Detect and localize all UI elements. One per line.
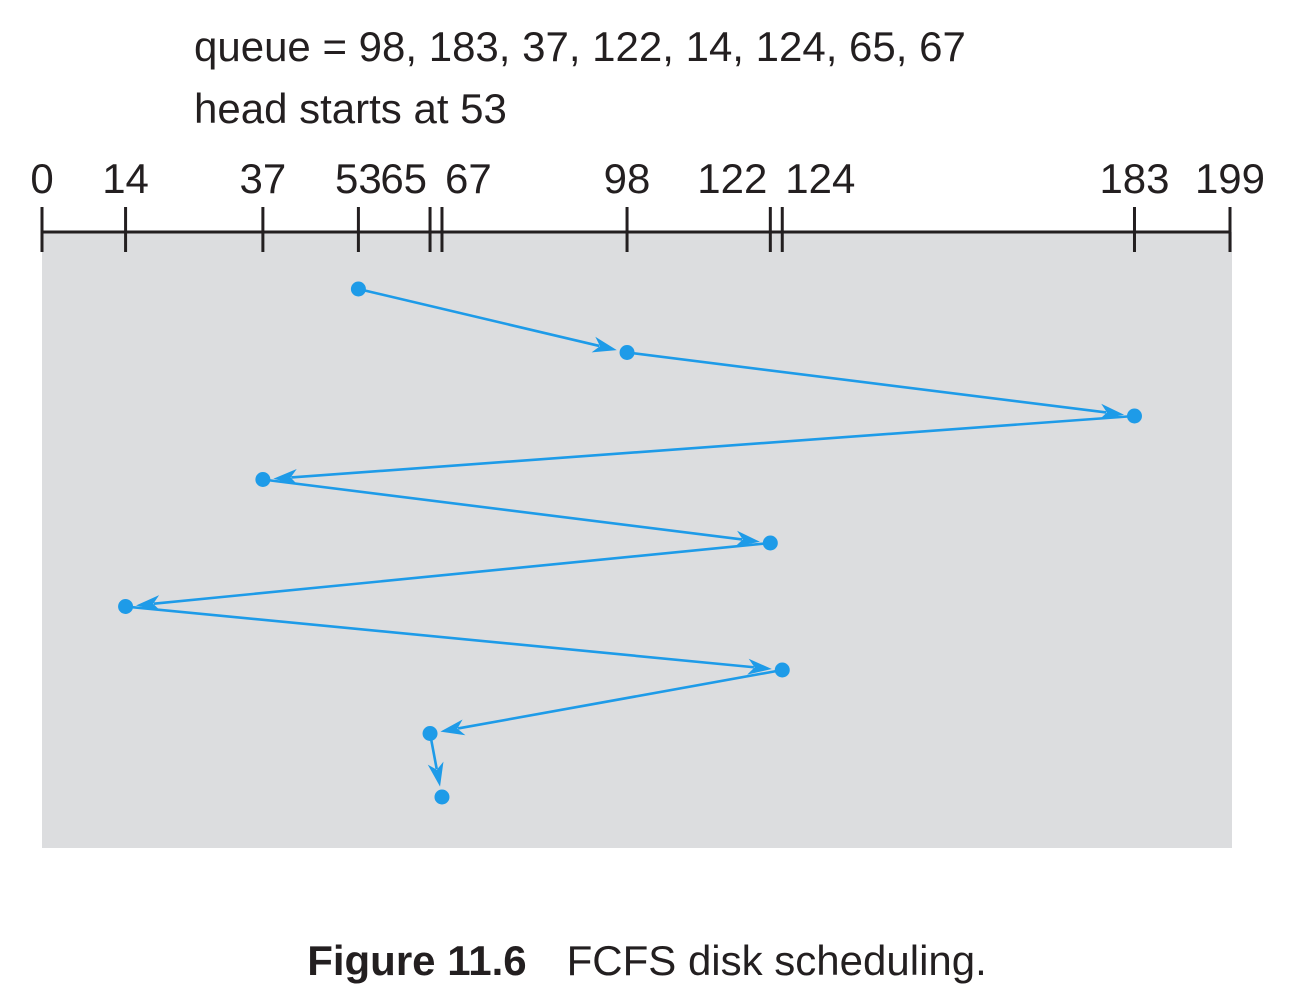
request-point [762,535,778,551]
movement-segment [262,478,743,541]
cylinder-panel [42,232,1232,848]
tick-label: 0 [30,155,53,202]
request-points [118,281,1142,805]
arrowhead [440,719,466,736]
tick-label: 53 [335,155,382,202]
arrowhead [1099,403,1125,420]
tick-label: 67 [445,155,492,202]
tick-label: 124 [785,155,855,202]
movement-segment [626,351,1107,414]
arrowhead [747,658,772,675]
head-start-text: head starts at 53 [194,85,507,132]
arrowhead [427,761,444,787]
arrowhead [273,469,298,485]
queue-text: queue = 98, 183, 37, 122, 14, 124, 65, 6… [194,23,966,70]
movement-segment [153,541,771,606]
request-point [434,789,450,805]
figure-caption: Figure 11.6 FCFS disk scheduling. [0,940,1294,982]
head-start-point [350,281,366,297]
request-point [422,726,438,741]
tick-label: 199 [1195,155,1265,202]
tick-label: 14 [102,155,149,202]
movement-segment [358,287,600,348]
tick-label: 37 [240,155,287,202]
tick-label: 65 [380,155,427,202]
movement-segment [125,605,755,669]
tick-label: 122 [697,155,767,202]
arrowhead [735,530,760,547]
tick-label: 98 [604,155,651,202]
request-point [255,472,271,487]
figure-number: Figure 11.6 [307,937,527,984]
arrowhead [136,595,161,612]
arrowhead [591,336,617,353]
request-point [619,345,635,360]
movement-segment [291,414,1135,479]
tick-label: 183 [1099,155,1169,202]
head-movement-path [125,287,1135,787]
request-point [118,599,134,614]
request-point [1126,408,1142,424]
movement-segment [457,668,783,730]
figure-title: FCFS disk scheduling. [566,937,987,984]
request-point [774,662,790,678]
